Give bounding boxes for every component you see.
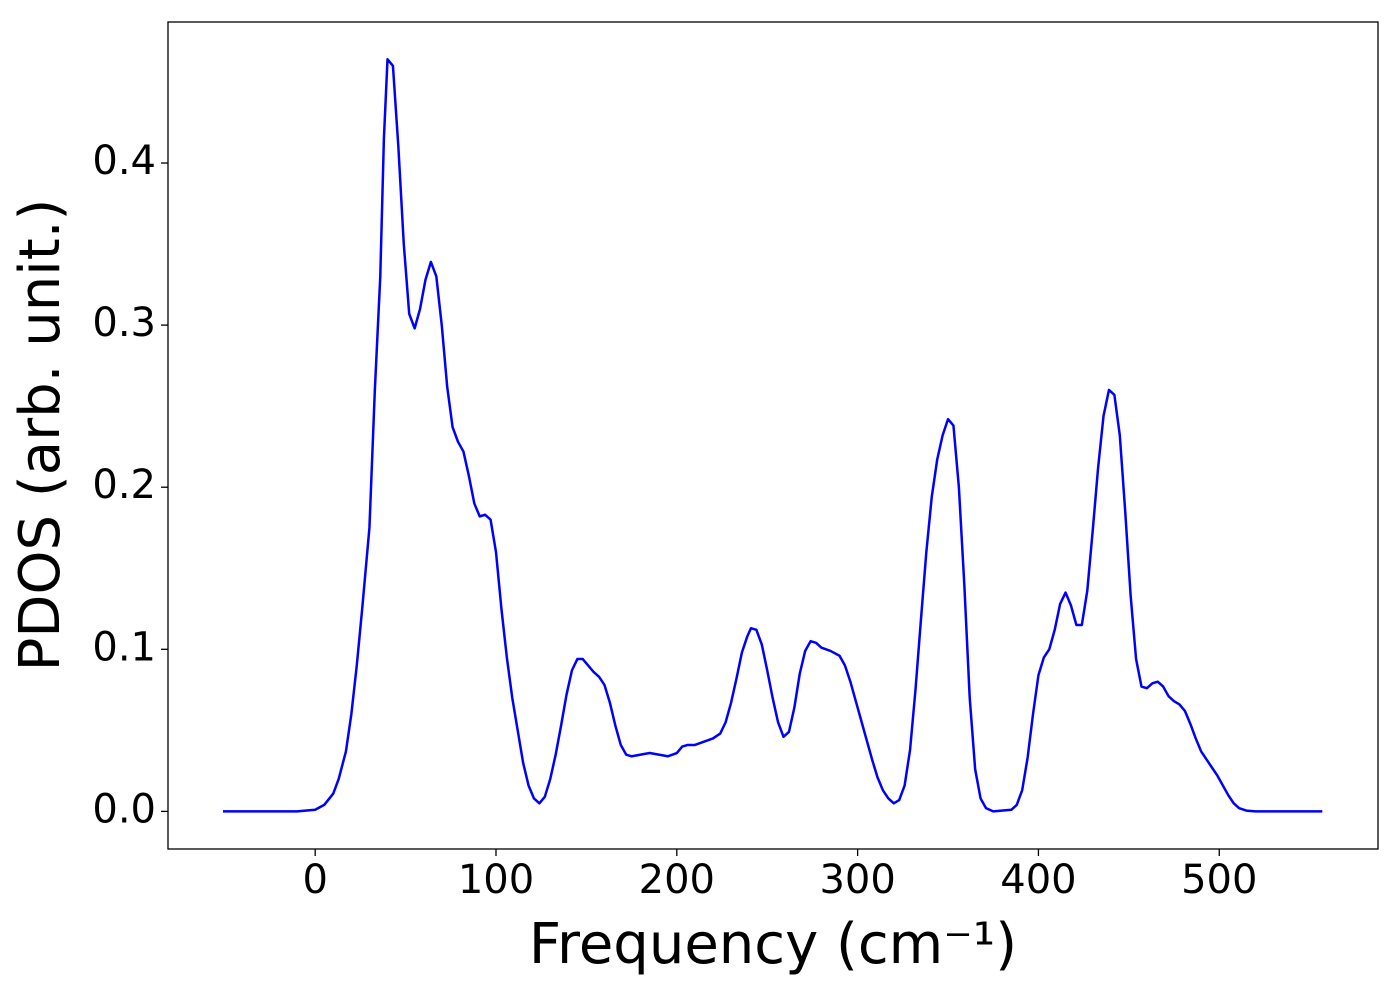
y-tick-label: 0.3 bbox=[92, 300, 156, 346]
x-tick-label: 0 bbox=[302, 857, 327, 903]
x-tick-label: 500 bbox=[1181, 857, 1257, 903]
y-tick-label: 0.0 bbox=[92, 786, 156, 832]
x-tick-label: 200 bbox=[639, 857, 715, 903]
y-axis-label: PDOS (arb. unit.) bbox=[8, 199, 73, 672]
data-line bbox=[222, 58, 1323, 813]
plot-frame bbox=[167, 21, 1379, 850]
y-tick-label: 0.4 bbox=[92, 138, 156, 184]
y-tick-label: 0.2 bbox=[92, 462, 156, 508]
x-tick-label: 300 bbox=[819, 857, 895, 903]
x-tick-label: 400 bbox=[1000, 857, 1076, 903]
x-axis-label: Frequency (cm⁻¹) bbox=[529, 912, 1017, 977]
x-tick-label: 100 bbox=[458, 857, 534, 903]
y-tick-label: 0.1 bbox=[92, 624, 156, 670]
